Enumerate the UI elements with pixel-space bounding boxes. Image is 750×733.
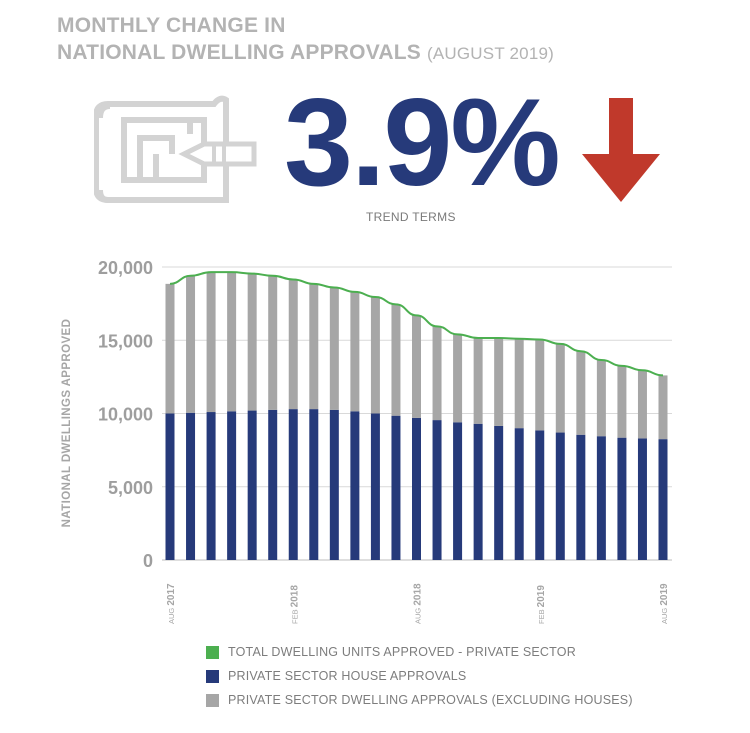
- legend-item: TOTAL DWELLING UNITS APPROVED - PRIVATE …: [206, 640, 633, 664]
- bar-other: [473, 338, 483, 424]
- down-arrow-shape: [582, 98, 660, 202]
- x-tick-month: AUG: [414, 606, 423, 624]
- bar-house: [535, 430, 545, 560]
- legend-item: PRIVATE SECTOR DWELLING APPROVALS (EXCLU…: [206, 688, 633, 712]
- x-tick-year: 2018: [289, 585, 300, 608]
- bar-other: [535, 339, 545, 431]
- bar-house: [227, 411, 237, 560]
- bar-other: [350, 291, 360, 412]
- bar-house: [288, 409, 298, 560]
- bar-other: [206, 272, 216, 413]
- trend-caption: TREND TERMS: [366, 210, 456, 224]
- bar-house: [268, 409, 278, 560]
- bar-other: [309, 283, 319, 410]
- bar-house: [473, 423, 483, 560]
- x-tick-month: AUG: [660, 606, 669, 624]
- bar-house: [370, 413, 380, 560]
- bar-house: [596, 436, 606, 560]
- legend-label: PRIVATE SECTOR DWELLING APPROVALS (EXCLU…: [228, 693, 633, 707]
- bar-house: [494, 425, 504, 560]
- title-line-2: NATIONAL DWELLING APPROVALS (AUGUST 2019…: [57, 39, 554, 67]
- bar-house: [637, 438, 647, 560]
- y-axis-label: NATIONAL DWELLINGS APPROVED: [61, 319, 73, 528]
- legend-item: PRIVATE SECTOR HOUSE APPROVALS: [206, 664, 633, 688]
- x-tick-label: AUG 2019: [659, 583, 670, 624]
- x-tick-month: FEB: [290, 607, 299, 624]
- y-tick-label: 10,000: [98, 405, 153, 425]
- bar-other: [453, 334, 463, 423]
- blueprint-plan-icon: [94, 95, 257, 203]
- x-tick-year: 2019: [536, 585, 547, 608]
- x-tick-year: 2017: [166, 583, 177, 606]
- bar-other: [555, 343, 565, 433]
- bar-other: [412, 315, 421, 418]
- title-main: NATIONAL DWELLING APPROVALS: [57, 41, 421, 64]
- bar-other: [329, 287, 339, 410]
- legend-swatch: [206, 693, 219, 707]
- x-tick-month: AUG: [167, 606, 176, 624]
- legend-swatch: [206, 669, 219, 683]
- bar-other: [186, 275, 196, 413]
- bar-other: [247, 273, 257, 411]
- x-tick-label: AUG 2018: [413, 583, 424, 624]
- bar-other: [658, 375, 668, 440]
- legend-label: PRIVATE SECTOR HOUSE APPROVALS: [228, 669, 467, 683]
- legend-label: TOTAL DWELLING UNITS APPROVED - PRIVATE …: [228, 645, 576, 659]
- bar-house: [412, 417, 421, 560]
- bar-house: [658, 439, 668, 560]
- x-tick-label: FEB 2018: [289, 585, 300, 624]
- chart-title: MONTHLY CHANGE IN NATIONAL DWELLING APPR…: [57, 12, 554, 67]
- chart-bars: [165, 272, 668, 560]
- legend-swatch: [206, 645, 219, 659]
- bar-other: [596, 360, 606, 437]
- bar-house: [165, 413, 175, 560]
- y-axis-ticks: 0 5,000 10,000 15,000 20,000: [98, 258, 153, 571]
- y-tick-label: 5,000: [108, 478, 153, 498]
- bar-other: [514, 338, 524, 429]
- bar-house: [555, 432, 565, 560]
- x-tick-year: 2018: [413, 583, 424, 606]
- x-tick-month: FEB: [537, 607, 546, 624]
- total-line-group: [169, 271, 664, 377]
- bar-other: [637, 370, 647, 439]
- down-arrow-icon: [582, 98, 660, 202]
- y-tick-label: 20,000: [98, 258, 153, 278]
- bar-other: [576, 351, 586, 435]
- bar-other: [288, 279, 298, 410]
- x-tick-label: FEB 2019: [536, 585, 547, 624]
- title-period: (AUGUST 2019): [427, 44, 554, 63]
- bar-house: [247, 410, 257, 560]
- bar-house: [186, 412, 196, 560]
- title-line-1: MONTHLY CHANGE IN: [57, 14, 286, 37]
- y-tick-label: 0: [143, 551, 153, 571]
- bar-house: [617, 437, 627, 560]
- bar-house: [453, 422, 463, 560]
- bar-other: [165, 283, 175, 414]
- y-tick-label: 15,000: [98, 331, 153, 351]
- bar-house: [329, 409, 339, 560]
- bar-other: [432, 326, 442, 421]
- bar-house: [309, 409, 319, 560]
- dwelling-approvals-chart: 0 5,000 10,000 15,000 20,000 NATIONAL DWELLI…: [61, 258, 672, 624]
- headline-value: 3.9%: [284, 74, 561, 212]
- total-line: [169, 271, 664, 377]
- bar-other: [494, 338, 504, 426]
- bar-other: [268, 275, 278, 410]
- chart-legend: TOTAL DWELLING UNITS APPROVED - PRIVATE …: [206, 640, 633, 712]
- bar-other: [617, 365, 627, 438]
- bar-other: [370, 297, 380, 414]
- bar-house: [576, 434, 586, 560]
- bar-house: [432, 420, 442, 560]
- bar-other: [391, 304, 401, 416]
- bar-house: [391, 415, 401, 560]
- bar-house: [206, 412, 216, 560]
- bar-other: [227, 272, 237, 412]
- bar-house: [514, 428, 524, 560]
- x-tick-label: AUG 2017: [166, 583, 177, 624]
- x-tick-year: 2019: [659, 583, 670, 606]
- bar-house: [350, 411, 360, 560]
